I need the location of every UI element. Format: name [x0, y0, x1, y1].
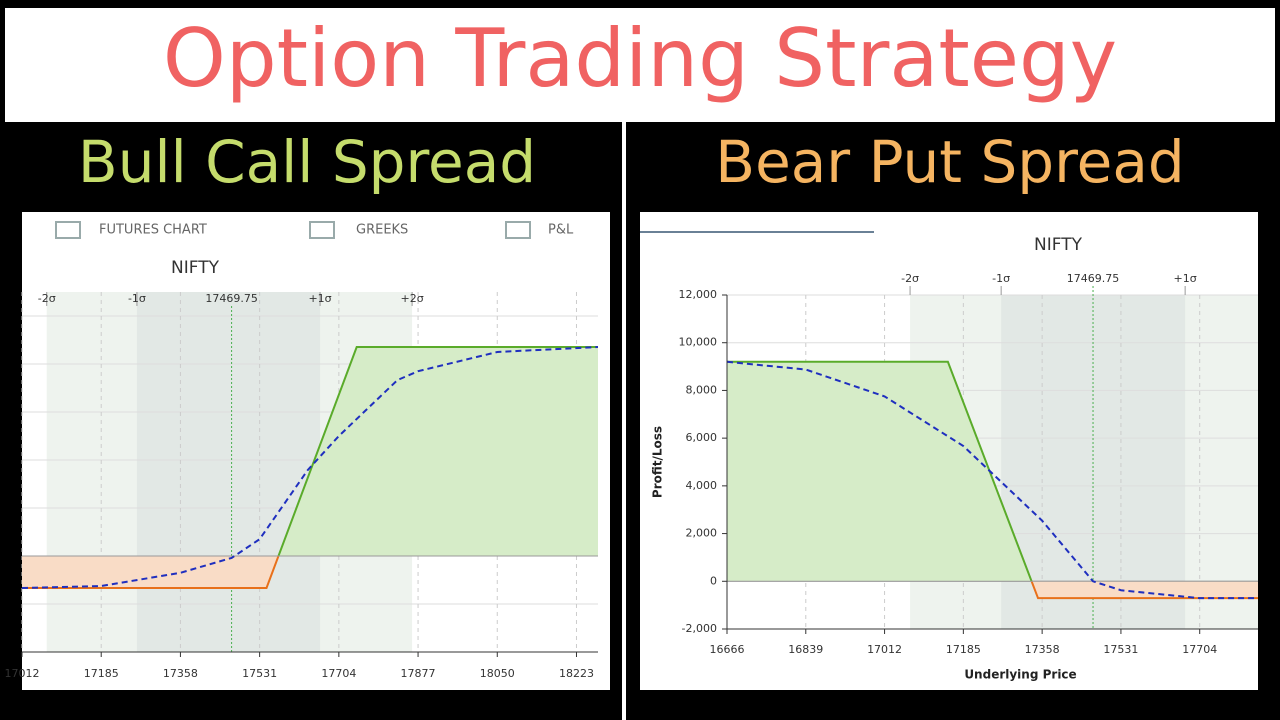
- x-tick-label: 17012: [867, 643, 902, 656]
- chart: Bear Put Spread NIFTY -2σ -1σ 17469.75 +1σ 166…: [640, 128, 1258, 690]
- tab-label[interactable]: GREEKS: [356, 223, 408, 238]
- y-tick-label: 8,000: [686, 383, 718, 396]
- x-tick-label: 17704: [1182, 643, 1217, 656]
- tab-label[interactable]: FUTURES CHART: [99, 223, 207, 238]
- payoff-line: [22, 556, 280, 589]
- y-tick-label: -2,000: [682, 622, 717, 635]
- payoff-line: [727, 360, 1033, 582]
- tab-icon: [505, 221, 531, 239]
- x-axis-label: Underlying Price: [964, 668, 1076, 682]
- y-axis-label: Profit/Loss: [651, 426, 665, 498]
- x-tick-label: 17531: [1103, 643, 1138, 656]
- main-title: Option Trading Strategy: [163, 12, 1117, 105]
- y-tick-label: 0: [710, 574, 717, 587]
- payoff-line: [1030, 581, 1258, 600]
- x-tick-label: 17185: [84, 667, 119, 680]
- y-tick-label: 6,000: [686, 431, 718, 444]
- sigma-label: -2σ: [901, 272, 919, 285]
- sigma-label: +1σ: [308, 292, 331, 305]
- sigma-label: +2σ: [401, 292, 424, 305]
- sigma-label: -1σ: [128, 292, 146, 305]
- loss-area: [727, 581, 1258, 599]
- profit-area: [22, 347, 598, 556]
- y-tick-label: 4,000: [686, 479, 718, 492]
- chart-title: Bull Call Spread: [78, 128, 536, 196]
- x-tick-label: 17531: [242, 667, 277, 680]
- x-tick-label: 17704: [321, 667, 356, 680]
- y-tick-label: 2,000: [686, 527, 718, 540]
- chart-title: Bear Put Spread: [715, 128, 1184, 196]
- chart: Bull Call Spread FUTURES CHART GREEKS P&L NI…: [5, 128, 610, 690]
- x-tick-label: 16839: [788, 643, 823, 656]
- y-tick-label: 12,000: [679, 288, 718, 301]
- sigma-label: 17469.75: [205, 292, 258, 305]
- divider: [622, 122, 626, 720]
- x-tick-label: 16666: [710, 643, 745, 656]
- x-tick-label: 17358: [1025, 643, 1060, 656]
- payoff-line: [277, 346, 598, 556]
- chart-subtitle: NIFTY: [1034, 235, 1083, 255]
- x-tick-label: 18050: [480, 667, 515, 680]
- x-tick-label: 17877: [401, 667, 436, 680]
- x-tick-label: 17012: [5, 667, 40, 680]
- theoretical-line: [22, 346, 598, 589]
- sigma-band: [136, 292, 321, 652]
- x-tick-label: 17185: [946, 643, 981, 656]
- chart-subtitle: NIFTY: [171, 258, 220, 278]
- x-tick-label: 18223: [559, 667, 594, 680]
- sigma-label: -2σ: [38, 292, 56, 305]
- x-tick-label: 17358: [163, 667, 198, 680]
- title-box: [5, 8, 1275, 122]
- tab-label[interactable]: P&L: [548, 223, 574, 238]
- sigma-label: +1σ: [1174, 272, 1197, 285]
- sigma-label: 17469.75: [1067, 272, 1120, 285]
- tab-icon: [309, 221, 335, 239]
- y-tick-label: 10,000: [679, 336, 718, 349]
- tab-icon: [55, 221, 81, 239]
- profit-area: [727, 361, 1258, 582]
- theoretical-line: [727, 360, 1258, 600]
- sigma-label: -1σ: [992, 272, 1010, 285]
- loss-area: [22, 556, 598, 588]
